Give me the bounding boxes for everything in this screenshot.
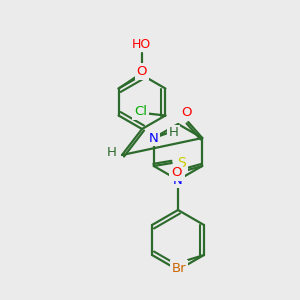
Text: N: N — [173, 173, 183, 187]
Text: H: H — [107, 146, 117, 160]
Text: H: H — [169, 127, 179, 140]
Text: N: N — [149, 131, 159, 145]
Text: O: O — [171, 167, 181, 179]
Text: O: O — [136, 65, 147, 78]
Text: HO: HO — [131, 38, 151, 50]
Text: O: O — [181, 106, 191, 119]
Text: Cl: Cl — [134, 105, 147, 118]
Text: S: S — [177, 156, 186, 170]
Text: Br: Br — [172, 262, 186, 275]
